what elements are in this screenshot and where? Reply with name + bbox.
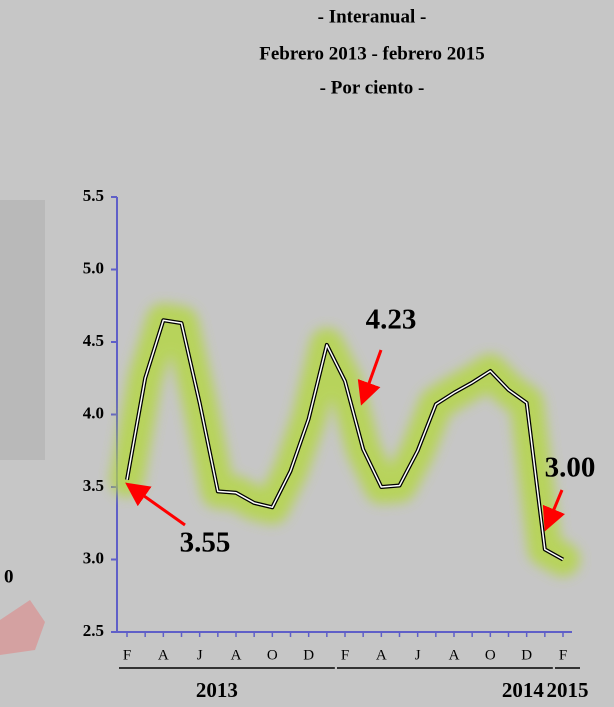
value-label: 3.55: [180, 527, 231, 559]
x-tick-label: A: [158, 647, 169, 663]
chart-title: Febrero 2013 - febrero 2015: [259, 43, 485, 64]
value-label: 3.00: [545, 452, 596, 484]
x-tick-label: F: [123, 647, 131, 663]
annotation-arrow: [125, 482, 186, 527]
x-tick-label: A: [231, 647, 242, 663]
y-tick-label: 3.5: [83, 476, 104, 495]
x-tick-label: F: [341, 647, 349, 663]
value-label: 4.23: [366, 304, 417, 336]
fragment-label: 0: [4, 566, 14, 587]
annotation-arrow: [357, 349, 383, 406]
fragment-image: [0, 200, 45, 460]
x-tick-label: A: [376, 647, 387, 663]
x-tick-label: A: [449, 647, 460, 663]
y-tick-label: 3.0: [83, 548, 104, 567]
x-tick-label: F: [559, 647, 567, 663]
year-label: 2014: [502, 678, 545, 702]
line: [126, 319, 564, 561]
y-tick-label: 2.5: [83, 621, 104, 640]
x-tick-label: J: [415, 647, 421, 663]
year-label: 2015: [547, 678, 589, 702]
x-tick-label: O: [267, 647, 278, 663]
x-tick-label: O: [485, 647, 496, 663]
y-tick-label: 4.5: [83, 331, 104, 350]
y-tick-label: 4.0: [83, 403, 104, 422]
x-tick-label: J: [197, 647, 203, 663]
year-label: 2013: [196, 678, 238, 702]
y-tick-label: 5.0: [83, 258, 104, 277]
fragment-image: [0, 600, 45, 655]
chart-title: - Interanual -: [318, 6, 427, 27]
chart-title: - Por ciento -: [320, 77, 425, 98]
y-tick-label: 5.5: [83, 186, 104, 205]
x-tick-label: D: [521, 647, 532, 663]
x-tick-label: D: [303, 647, 314, 663]
annotation-arrow: [542, 489, 565, 532]
line-glow: [110, 303, 580, 577]
